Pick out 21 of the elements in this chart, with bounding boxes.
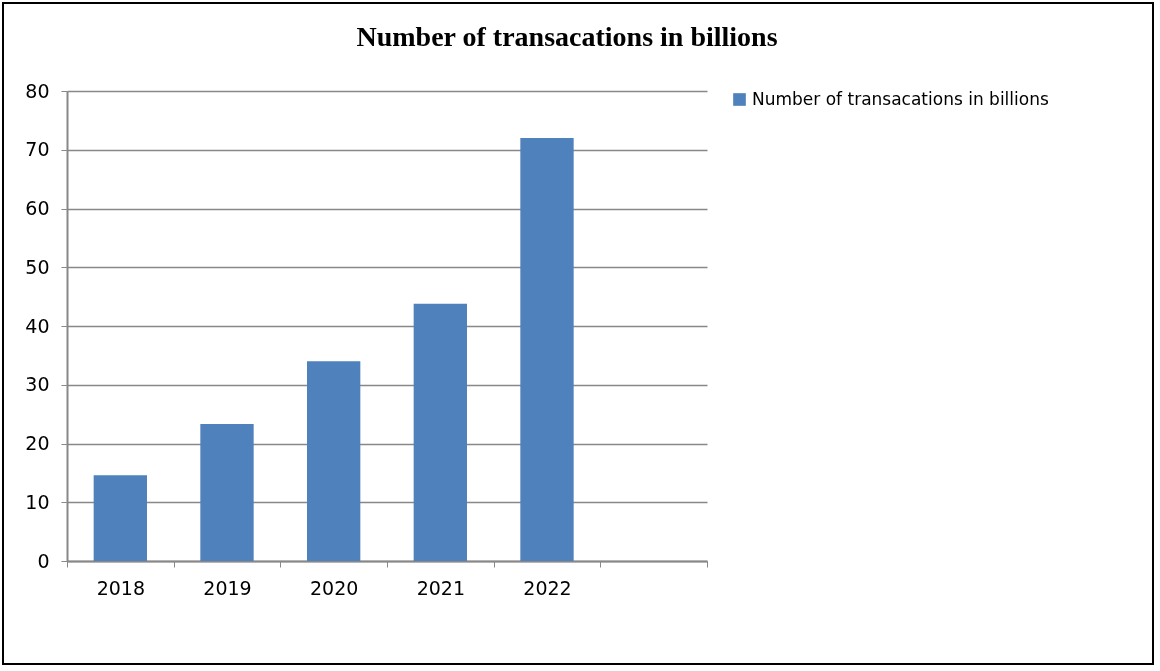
y-tick-label: 0: [37, 549, 50, 572]
x-tick-label: 2019: [203, 576, 252, 599]
bar: [520, 138, 574, 561]
legend-label: Number of transacations in billions: [752, 88, 1049, 109]
x-tick-label: 2020: [309, 576, 359, 599]
bar: [413, 303, 467, 561]
y-tick-label: 60: [25, 197, 50, 219]
y-tick-label: 30: [25, 373, 50, 396]
y-tick-label: 50: [25, 255, 50, 278]
y-tick-label: 40: [25, 314, 50, 337]
bar: [200, 424, 254, 561]
y-tick-label: 70: [25, 138, 50, 161]
y-tick-label: 10: [25, 490, 50, 513]
y-tick-label: 20: [25, 432, 50, 454]
y-tick-label: 80: [25, 79, 50, 102]
bar: [93, 475, 147, 561]
chart-title: Number of transacations in billions: [356, 21, 778, 52]
bar: [307, 361, 361, 561]
x-tick-label: 2021: [416, 576, 466, 599]
x-tick-label: 2018: [96, 576, 146, 599]
x-tick-label: 2022: [523, 576, 572, 599]
